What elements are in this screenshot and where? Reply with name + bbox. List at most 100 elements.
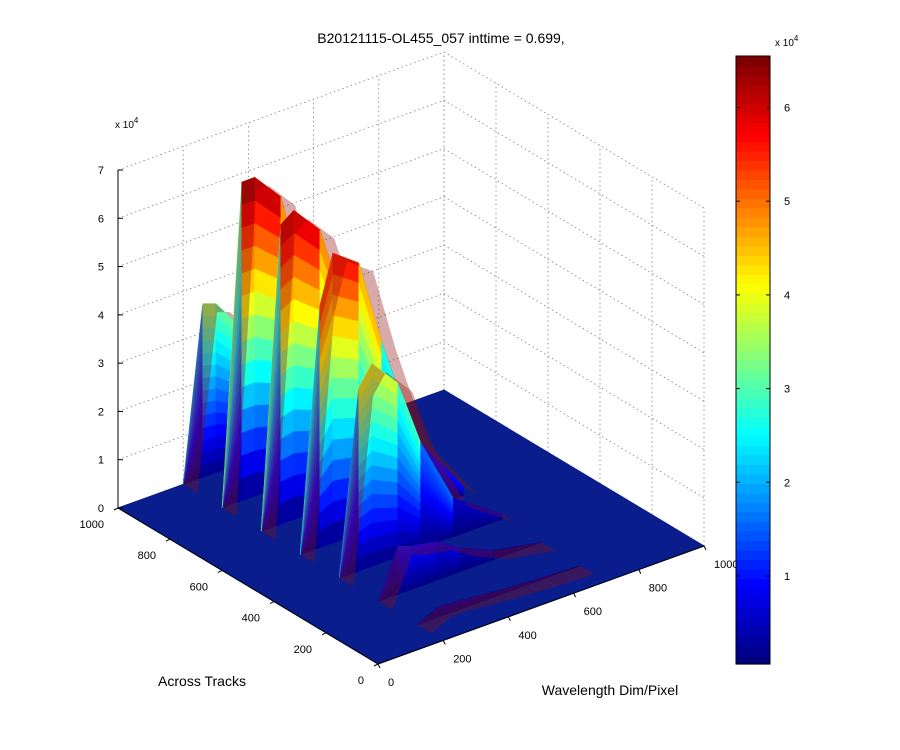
grid-line-z-5	[117, 148, 705, 305]
surface-ridge	[378, 541, 556, 610]
y-tick-label: 0	[388, 677, 394, 689]
colorbar-swatch	[736, 360, 770, 371]
colorbar-swatch	[736, 122, 770, 133]
y-tick-mark	[573, 592, 577, 598]
surface-slice	[332, 397, 360, 419]
grid-line-z-2	[117, 292, 705, 450]
x-tick-mark	[217, 569, 223, 573]
colorbar-swatch	[736, 626, 770, 637]
surface-slice	[530, 565, 581, 582]
colorbar-swatch	[736, 312, 770, 323]
colorbar-swatch	[736, 645, 770, 656]
colorbar-swatch	[736, 398, 770, 409]
colorbar-swatch	[736, 445, 770, 456]
y-axis-label: Wavelength Dim/Pixel	[542, 682, 678, 698]
z-multiplier-label: x 104	[115, 116, 139, 131]
colorbar-swatch	[736, 588, 770, 599]
z-tick-label: 7	[98, 165, 104, 177]
colorbar-tick-label: 2	[784, 477, 790, 489]
colorbar-swatch	[736, 198, 770, 209]
colorbar-swatch	[736, 597, 770, 608]
colorbar-swatch	[736, 635, 770, 646]
surface-slice	[371, 493, 399, 509]
colorbar-swatch	[736, 151, 770, 162]
colorbar-layer: 1 2 3 4 5 6	[735, 55, 790, 665]
y-tick-mark	[638, 569, 642, 574]
profile-at-250	[377, 541, 556, 610]
chart-title: B20121115-OL455_057 inttime = 0.699,	[317, 30, 564, 46]
z-tick-label: 1	[98, 455, 104, 467]
profile-at-400	[338, 362, 517, 587]
colorbar-swatch	[736, 654, 770, 665]
colorbar-swatch	[736, 170, 770, 181]
z-tick-label: 4	[98, 310, 104, 322]
colorbar-swatch	[736, 160, 770, 171]
colorbar-swatch	[736, 436, 770, 447]
colorbar-swatch	[736, 426, 770, 437]
colorbar-swatch	[736, 236, 770, 247]
colorbar-swatch	[736, 179, 770, 190]
y-tick-mark	[703, 545, 707, 551]
x-tick-mark	[373, 663, 379, 667]
x-tick-label: 600	[190, 581, 208, 593]
y-tick-label: 800	[649, 583, 667, 595]
colorbar-swatch	[736, 455, 770, 466]
colorbar-tick-label: 6	[784, 103, 790, 115]
colorbar-swatch	[736, 417, 770, 428]
x-tick-mark	[269, 601, 275, 605]
colorbar-swatch	[736, 322, 770, 333]
z-tick-label: 0	[98, 503, 104, 515]
y-tick-mark	[507, 616, 511, 622]
colorbar-swatch	[736, 341, 770, 352]
surface-slice	[332, 376, 360, 399]
colorbar-swatch	[736, 284, 770, 295]
colorbar-swatch	[736, 303, 770, 314]
grid-line-z-6	[117, 99, 705, 257]
colorbar-swatch	[736, 474, 770, 485]
y-tick-label: 1000	[714, 559, 738, 571]
colorbar-swatch	[736, 464, 770, 475]
colorbar-swatch	[736, 208, 770, 219]
colorbar-swatch	[736, 569, 770, 580]
colorbar-tick-label: 1	[784, 571, 790, 583]
z-multiplier-base: x 10	[115, 120, 134, 131]
x-axis-line	[117, 507, 379, 665]
y-tick-mark	[377, 663, 381, 669]
colorbar-swatch	[736, 369, 770, 380]
surface-slice	[452, 497, 503, 515]
x-tick-label: 200	[294, 644, 312, 656]
surface-slice	[332, 356, 360, 380]
colorbar-swatch	[736, 103, 770, 114]
colorbar-swatch	[736, 550, 770, 561]
x-tick-label: 800	[138, 550, 156, 562]
z-tick-label: 6	[98, 213, 104, 225]
y-tick-label: 200	[453, 653, 471, 665]
colorbar-swatch	[736, 502, 770, 513]
colorbar-multiplier-exp: 4	[794, 34, 799, 43]
colorbar-tick-label: 3	[784, 384, 790, 396]
colorbar-swatch	[736, 483, 770, 494]
y-tick-label: 600	[584, 606, 602, 618]
x-tick-mark	[321, 632, 327, 636]
colorbar-tick-label: 5	[784, 196, 790, 208]
colorbar-swatch	[736, 84, 770, 95]
surface-layer	[182, 176, 595, 634]
colorbar-swatch	[736, 512, 770, 523]
colorbar-multiplier-base: x 10	[775, 38, 794, 49]
y-tick-mark	[442, 640, 446, 645]
colorbar-swatch	[736, 407, 770, 418]
surface-ridge	[417, 565, 595, 634]
y-axis-line	[377, 545, 705, 665]
colorbar-frame	[735, 55, 771, 665]
colorbar-swatch	[736, 293, 770, 304]
colorbar-swatch	[736, 616, 770, 627]
colorbar-swatch	[736, 493, 770, 504]
colorbar-swatch	[736, 379, 770, 390]
colorbar-swatch	[736, 274, 770, 285]
colorbar-swatch	[736, 265, 770, 276]
colorbar-swatch	[736, 521, 770, 532]
colorbar-swatch	[736, 56, 770, 67]
grid-line-z-4	[117, 196, 705, 354]
x-axis-label: Across Tracks	[158, 673, 246, 689]
